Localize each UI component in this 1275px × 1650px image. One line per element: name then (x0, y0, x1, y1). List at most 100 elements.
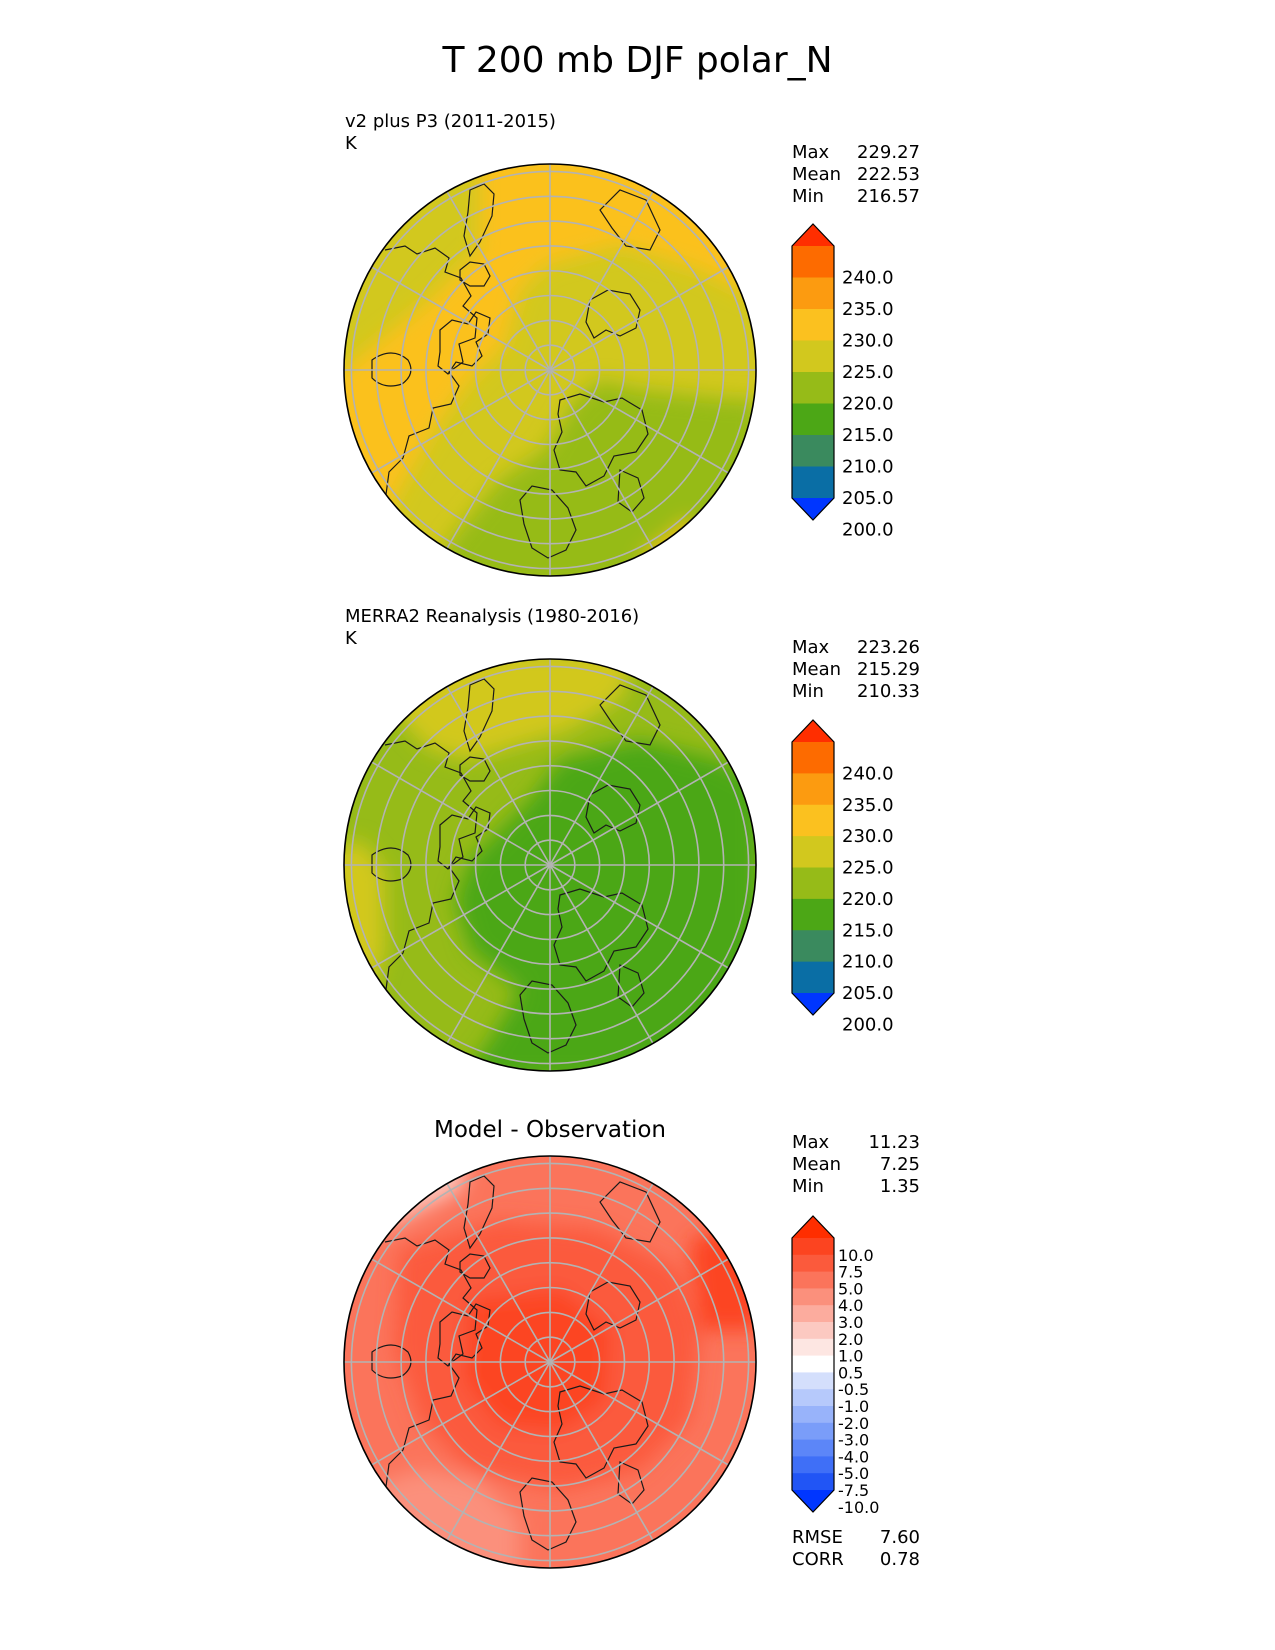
colorbar-segment (792, 742, 834, 774)
coastline (585, 1281, 641, 1331)
colorbar-tick-label: 240.0 (842, 763, 894, 784)
meridian-line (446, 369, 551, 549)
colorbar-tick-label: -0.5 (838, 1380, 869, 1399)
colorbar-tick-label: 205.0 (842, 983, 894, 1004)
map-boundary (343, 1155, 757, 1569)
colorbar-segment (792, 1372, 834, 1390)
meridian-line (549, 369, 654, 549)
colorbar-tick-label: 2.0 (838, 1330, 863, 1349)
colorbar-extend-min (792, 993, 834, 1015)
colorbar-tick-label: 4.0 (838, 1296, 863, 1315)
meridian-line (549, 191, 654, 371)
colorbar-extend-max (792, 224, 834, 246)
stat-value: 0.78 (879, 1549, 920, 1570)
colorbar-extend-min (792, 498, 834, 520)
meridian-line (371, 369, 551, 474)
colorbar-segment (792, 1456, 834, 1474)
coastlines (371, 183, 661, 559)
colorbar-tick-label: 0.5 (838, 1363, 863, 1382)
coastline (617, 469, 645, 513)
colorbar-tick-label: 220.0 (842, 889, 894, 910)
coastlines (371, 678, 661, 1054)
stat-name: Min (792, 186, 824, 207)
meridian-line (549, 686, 654, 866)
panel-2-stats: Max 223.26 Mean 215.29 Min 210.33 (792, 637, 920, 703)
colorbar-tick-label: -7.5 (838, 1481, 869, 1500)
stat-row: Min 216.57 (792, 186, 920, 208)
stat-row: Max 11.23 (792, 1132, 920, 1154)
coastline (459, 1253, 491, 1279)
coastline (374, 1237, 478, 1513)
colorbar-segment (792, 1473, 834, 1491)
stat-name: RMSE (792, 1527, 843, 1548)
coastline (617, 1461, 645, 1505)
figure-title: T 200 mb DJF polar_N (442, 40, 833, 81)
meridian-line (549, 1258, 729, 1363)
coastline (519, 485, 577, 559)
stat-value: 223.26 (857, 637, 920, 658)
warm-region-west (344, 840, 385, 1000)
colorbar-tick-label: 235.0 (842, 299, 894, 320)
colorbar-segment (792, 340, 834, 373)
colorbar-segment (792, 961, 834, 994)
stat-name: Mean (792, 659, 842, 680)
dynamic-layer: 240.0 235.0 230.0 225.0 220.0 215.0 210.0 205.0… (343, 163, 894, 1569)
panel-3-title: Model - Observation (433, 1117, 667, 1143)
colorbar-segment (792, 1439, 834, 1457)
colorbar-tick-label: 3.0 (838, 1313, 863, 1332)
coastline (459, 756, 491, 782)
colorbar-tick-label: 215.0 (842, 425, 894, 446)
colorbar-tick-label: -1.0 (838, 1397, 869, 1416)
colorbar-tick-label: 215.0 (842, 920, 894, 941)
coastline (371, 847, 412, 882)
coastline (463, 678, 495, 753)
stat-name: Min (792, 681, 824, 702)
colorbar-segment (792, 466, 834, 499)
colorbar-tick-label: 230.0 (842, 826, 894, 847)
colorbar-segment (792, 1406, 834, 1424)
colorbar-segment (792, 1422, 834, 1441)
colorbar-tick-label: -5.0 (838, 1464, 869, 1483)
stat-value: 229.27 (857, 142, 920, 163)
panel-1-label: v2 plus P3 (2011-2015) K (345, 111, 556, 155)
meridian-line (446, 1183, 551, 1363)
colorbar-extend-max (792, 1216, 834, 1238)
colorbar-tick-label: -4.0 (838, 1447, 869, 1466)
colorbar-outline (791, 223, 835, 521)
map-boundary (343, 163, 757, 577)
colorbar-segment (792, 1355, 834, 1373)
colorbar-segment (792, 930, 834, 963)
coastline (599, 684, 661, 746)
colorbar-segment (792, 1338, 834, 1357)
colorbar-tick-label: 5.0 (838, 1279, 863, 1298)
colorbar-tick-label: 205.0 (842, 488, 894, 509)
core-region (465, 1290, 610, 1430)
coastline (463, 183, 495, 258)
stat-value: 216.57 (857, 186, 920, 207)
meridian-line (549, 864, 654, 1044)
coastline (371, 1344, 412, 1379)
colorbar-tick-label: 230.0 (842, 331, 894, 352)
colorbar-segment (792, 309, 834, 342)
coastline (599, 1181, 661, 1243)
coastline (519, 1477, 577, 1551)
meridian-line (371, 761, 551, 866)
meridian-line (549, 864, 729, 969)
stat-row: Mean 215.29 (792, 659, 920, 681)
colorbar-segment (792, 1322, 834, 1340)
colorbar-segment (792, 277, 834, 310)
coastline (585, 289, 641, 339)
stat-name: Max (792, 637, 830, 658)
colorbar-segment (792, 898, 834, 931)
coastline (553, 393, 649, 487)
coastline (519, 980, 577, 1054)
colorbar-tick-label: 7.5 (838, 1263, 863, 1282)
map-boundary (343, 658, 757, 1072)
stat-value: 7.25 (879, 1154, 920, 1175)
colorbar-tick-label: -10.0 (838, 1498, 879, 1517)
colorbar-segment (792, 403, 834, 436)
stat-row: Max 223.26 (792, 637, 920, 659)
colorbar-segment (792, 773, 834, 806)
colorbar-segment (792, 246, 834, 279)
coastline (374, 740, 478, 1016)
